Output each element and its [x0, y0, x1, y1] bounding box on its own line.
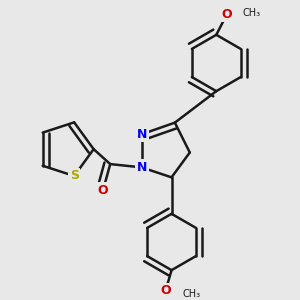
Text: O: O	[160, 284, 171, 297]
Text: O: O	[98, 184, 108, 197]
Text: N: N	[136, 161, 147, 174]
Text: O: O	[222, 8, 232, 21]
Text: S: S	[70, 169, 79, 182]
Text: N: N	[136, 128, 147, 141]
Text: CH₃: CH₃	[182, 289, 200, 299]
Text: CH₃: CH₃	[243, 8, 261, 18]
